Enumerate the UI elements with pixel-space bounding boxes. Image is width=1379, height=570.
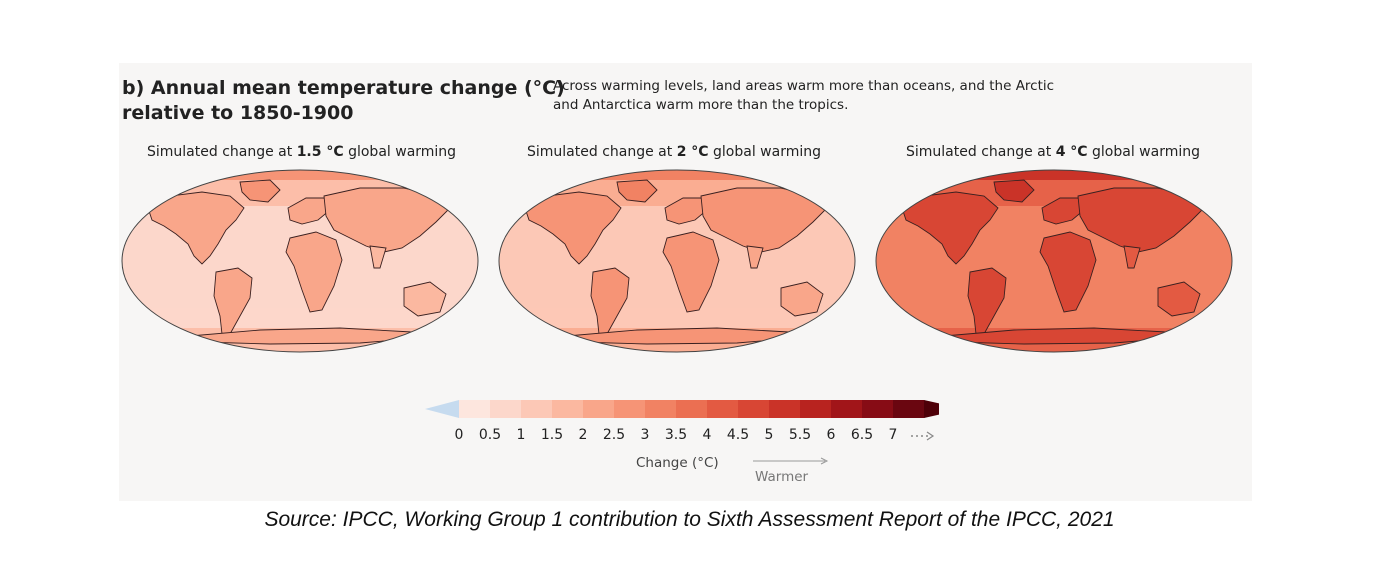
continent-australia [1157,281,1201,317]
legend-tick-label: 5.5 [788,427,812,443]
continent-north-america [901,191,999,265]
map-label-4: Simulated change at 4 °C global warming [906,144,1201,160]
source-caption: Source: IPCC, Working Group 1 contributi… [264,508,1115,531]
legend-tick-label: 1 [516,427,526,443]
figure-title: b) Annual mean temperature change (°C) r… [122,76,565,126]
map-label-2: Simulated change at 2 °C global warming [527,144,822,160]
continent-south-america [967,267,1007,335]
title-line-2: relative to 1850-1900 [122,102,354,124]
continent-africa [285,231,343,313]
legend-swatch [738,400,770,418]
legend-tick-label: 1.5 [540,427,564,443]
legend-swatch [552,400,584,418]
continent-south-america [213,267,253,335]
legend-swatch [862,400,894,418]
legend-overflow-triangle [924,400,964,418]
legend-tick-label: 3.5 [664,427,688,443]
map-label-1-5: Simulated change at 1.5 °C global warmin… [147,144,457,160]
continent-greenland [616,179,658,203]
legend-swatch [583,400,615,418]
arctic-band [499,170,855,180]
legend-tick-label: 2.5 [602,427,626,443]
continent-africa [662,231,720,313]
continent-north-america [524,191,622,265]
legend-swatch [769,400,801,418]
legend-label: Change (°C) [636,455,719,471]
legend-swatch [893,400,925,418]
legend-tick-label: 5 [764,427,774,443]
legend-swatch [800,400,832,418]
legend-tick-label: 2 [578,427,588,443]
continent-india [1123,245,1141,269]
continent-greenland [993,179,1035,203]
legend-tick-label: 4.5 [726,427,750,443]
legend-negative-triangle [425,400,459,418]
legend-tick-label: 3 [640,427,650,443]
map-border [875,169,1233,353]
legend-swatch [707,400,739,418]
continent-south-america [590,267,630,335]
continent-africa [1039,231,1097,313]
continent-australia [780,281,824,317]
continent-north-america [147,191,245,265]
legend-tick-label: 6 [826,427,836,443]
legend-tick-label: 4 [702,427,712,443]
legend-swatch [490,400,522,418]
dotted-arrow-icon [911,431,935,441]
continent-australia [403,281,447,317]
legend-tick-label: 7 [888,427,898,443]
legend-tick-label: 0.5 [478,427,502,443]
figure-subtitle: Across warming levels, land areas warm m… [553,77,1054,115]
legend-swatch [521,400,553,418]
continent-europe [287,197,331,225]
legend-color-bar [425,400,964,418]
subtitle-line-1: Across warming levels, land areas warm m… [553,78,1055,94]
continent-europe [664,197,708,225]
warmer-arrow-icon [753,457,829,465]
subtitle-line-2: and Antarctica warm more than the tropic… [553,97,849,113]
continent-europe [1041,197,1085,225]
legend-swatch [831,400,863,418]
legend-tick-label: 6.5 [850,427,874,443]
warmer-label: Warmer [755,469,809,485]
legend-swatch [459,400,491,418]
arctic-band [876,170,1232,180]
title-line-1: b) Annual mean temperature change (°C) [122,77,565,99]
color-legend: 0 0.5 1 1.5 2 2.5 3 3.5 4 4.5 5 5.5 6 6.5 7 Change (°C… [419,392,964,485]
map-border [121,169,479,353]
arctic-band [122,170,478,180]
legend-swatch [614,400,646,418]
continent-india [369,245,387,269]
continent-india [746,245,764,269]
map-border [498,169,856,353]
legend-tick-label: 0 [454,427,464,443]
figure-panel: b) Annual mean temperature change (°C) r… [119,63,1252,501]
legend-swatch [645,400,677,418]
legend-swatch [676,400,708,418]
world-map-1-5 [121,169,479,353]
world-map-4 [875,169,1233,353]
continent-greenland [239,179,281,203]
world-map-2 [498,169,856,353]
